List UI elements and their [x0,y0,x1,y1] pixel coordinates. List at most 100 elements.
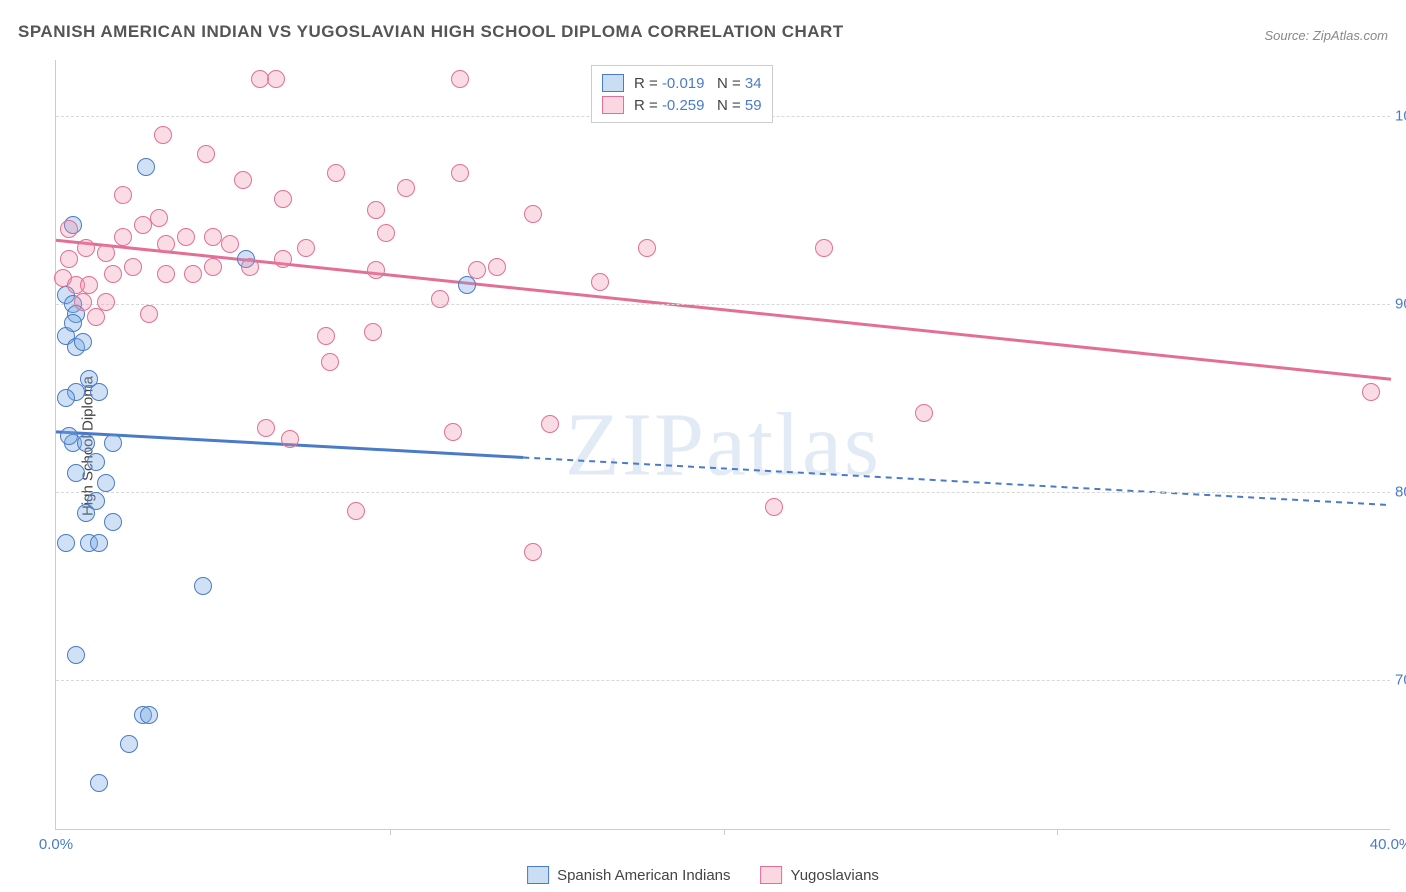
scatter-point [194,577,212,595]
scatter-point [140,305,158,323]
legend-swatch-pink [602,96,624,114]
gridline [56,304,1390,305]
scatter-point [367,201,385,219]
scatter-point [67,464,85,482]
x-minor-tick [1057,829,1058,835]
scatter-point [327,164,345,182]
scatter-point [97,293,115,311]
scatter-point [134,216,152,234]
scatter-point [765,498,783,516]
x-minor-tick [390,829,391,835]
scatter-point [114,228,132,246]
scatter-point [815,239,833,257]
scatter-point [541,415,559,433]
legend-swatch-pink [761,866,783,884]
scatter-point [347,502,365,520]
x-tick-label: 40.0% [1370,836,1406,853]
chart-source: Source: ZipAtlas.com [1264,28,1388,43]
scatter-point [114,186,132,204]
scatter-point [204,228,222,246]
legend-item-blue: Spanish American Indians [527,866,730,884]
scatter-point [87,308,105,326]
scatter-point [60,220,78,238]
scatter-point [444,423,462,441]
y-tick-label: 100.0% [1395,108,1406,125]
legend-item-pink: Yugoslavians [761,866,879,884]
scatter-point [97,474,115,492]
scatter-point [321,353,339,371]
scatter-point [364,323,382,341]
scatter-point [458,276,476,294]
scatter-point [120,735,138,753]
scatter-point [251,70,269,88]
scatter-point [431,290,449,308]
scatter-point [915,404,933,422]
scatter-point [64,314,82,332]
chart-title: SPANISH AMERICAN INDIAN VS YUGOSLAVIAN H… [18,22,844,42]
scatter-point [451,70,469,88]
scatter-point [267,70,285,88]
gridline [56,680,1390,681]
scatter-point [274,250,292,268]
bottom-legend: Spanish American Indians Yugoslavians [527,866,879,884]
scatter-point [74,293,92,311]
gridline [56,492,1390,493]
scatter-point [57,534,75,552]
scatter-point [90,534,108,552]
scatter-point [221,235,239,253]
scatter-point [177,228,195,246]
y-tick-label: 90.0% [1395,296,1406,313]
scatter-point [367,261,385,279]
scatter-point [524,205,542,223]
y-tick-label: 80.0% [1395,483,1406,500]
trend-line-dashed [523,457,1391,505]
scatter-point [140,706,158,724]
scatter-point [257,419,275,437]
scatter-point [150,209,168,227]
scatter-point [524,543,542,561]
scatter-point [104,513,122,531]
trend-lines-svg [56,60,1390,829]
scatter-point [90,774,108,792]
scatter-point [157,265,175,283]
legend-stats-text: R = -0.019 N = 34 [634,75,762,92]
correlation-legend-row: R = -0.019 N = 34 [602,72,762,94]
scatter-point [241,258,259,276]
scatter-point [67,646,85,664]
scatter-point [60,250,78,268]
correlation-legend: R = -0.019 N = 34 R = -0.259 N = 59 [591,65,773,123]
correlation-legend-row: R = -0.259 N = 59 [602,94,762,116]
legend-label-pink: Yugoslavians [791,867,879,884]
scatter-point [234,171,252,189]
scatter-point [104,265,122,283]
scatter-point [104,434,122,452]
scatter-point [124,258,142,276]
scatter-point [77,434,95,452]
scatter-point [1362,383,1380,401]
scatter-point [297,239,315,257]
scatter-point [74,333,92,351]
scatter-point [591,273,609,291]
scatter-point [137,158,155,176]
scatter-point [638,239,656,257]
scatter-point [60,427,78,445]
x-minor-tick [724,829,725,835]
scatter-point [317,327,335,345]
scatter-point [90,383,108,401]
scatter-point [57,389,75,407]
scatter-point [80,276,98,294]
legend-label-blue: Spanish American Indians [557,867,730,884]
scatter-point [157,235,175,253]
x-tick-label: 0.0% [39,836,73,853]
legend-swatch-blue [602,74,624,92]
plot-area: ZIPatlas 70.0%80.0%90.0%100.0%0.0%40.0%R… [55,60,1390,830]
scatter-point [87,492,105,510]
scatter-point [397,179,415,197]
legend-stats-text: R = -0.259 N = 59 [634,97,762,114]
scatter-point [77,239,95,257]
scatter-point [97,244,115,262]
y-tick-label: 70.0% [1395,671,1406,688]
scatter-point [197,145,215,163]
scatter-point [154,126,172,144]
scatter-point [451,164,469,182]
